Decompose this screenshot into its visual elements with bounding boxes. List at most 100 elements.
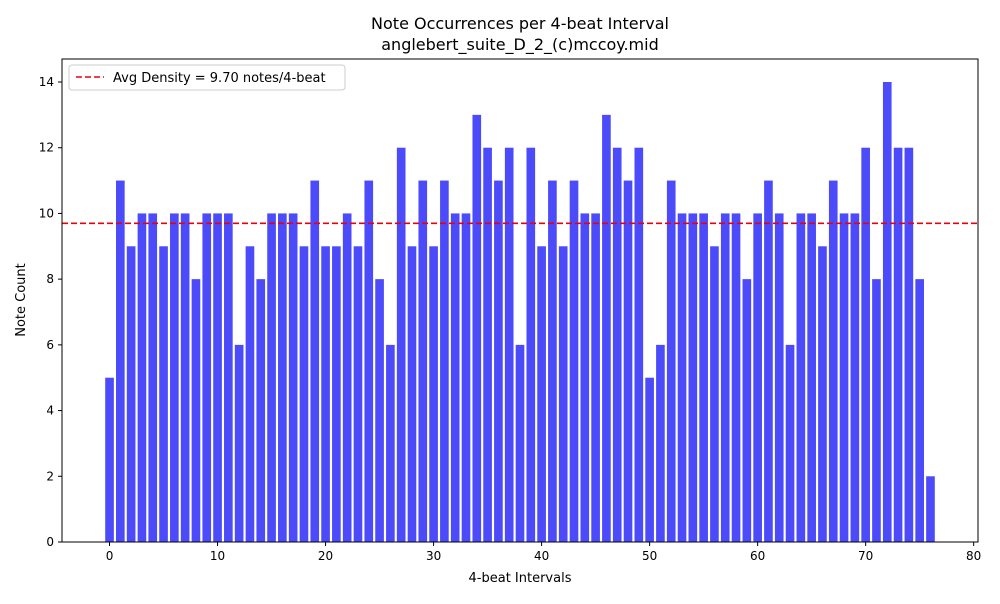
chart-title-line2: anglebert_suite_D_2_(c)mccoy.mid — [381, 35, 659, 55]
bar — [148, 213, 158, 542]
bar — [418, 180, 428, 542]
y-tick-label: 0 — [46, 535, 54, 549]
bar — [396, 147, 406, 542]
legend-box — [68, 64, 346, 91]
bar — [623, 180, 633, 542]
bar — [137, 213, 147, 542]
x-tick-label: 20 — [318, 549, 333, 563]
bar — [386, 344, 395, 542]
y-tick-label: 12 — [39, 141, 54, 155]
bar — [602, 114, 611, 543]
bar — [753, 213, 762, 542]
y-axis-label: Note Count — [14, 263, 29, 337]
bar — [666, 180, 676, 542]
bar — [407, 246, 417, 543]
bar — [450, 213, 460, 542]
bar — [818, 246, 827, 543]
bar — [764, 180, 773, 542]
bar — [548, 180, 557, 542]
bar — [677, 213, 687, 542]
x-tick-label: 50 — [642, 549, 657, 563]
y-ticks-group: 0 2 4 6 8 10 12 14 — [39, 75, 62, 549]
bar — [720, 213, 730, 542]
bar — [872, 279, 881, 542]
bar — [180, 213, 190, 542]
bar — [461, 213, 471, 542]
y-tick-label: 8 — [46, 272, 54, 286]
bar — [645, 377, 654, 542]
bar — [861, 147, 870, 542]
bar — [882, 82, 892, 542]
legend-label: Avg Density = 9.70 notes/4-beat — [113, 71, 326, 86]
bar — [569, 180, 579, 542]
legend: Avg Density = 9.70 notes/4-beat — [68, 64, 346, 91]
bar — [656, 344, 665, 542]
bar — [364, 180, 374, 542]
bar — [170, 213, 179, 542]
bar — [288, 213, 298, 542]
bar — [191, 279, 201, 542]
bar — [440, 180, 449, 542]
bar — [126, 246, 136, 543]
bar — [828, 180, 838, 542]
x-tick-label: 80 — [966, 549, 981, 563]
bar — [213, 213, 222, 542]
bar — [267, 213, 276, 542]
bar — [504, 147, 514, 542]
bar — [245, 246, 255, 543]
bar — [483, 147, 492, 542]
bar — [558, 246, 568, 543]
bar — [299, 246, 309, 543]
bar — [116, 180, 125, 542]
bar — [472, 114, 482, 543]
bar — [375, 279, 384, 542]
bar — [202, 213, 212, 542]
y-tick-label: 4 — [46, 404, 54, 418]
bar — [904, 147, 914, 542]
bar — [774, 213, 784, 542]
bar — [742, 279, 752, 542]
bar — [850, 213, 860, 542]
bar — [105, 377, 114, 542]
plot-frame — [61, 58, 979, 543]
bar — [591, 213, 600, 542]
y-tick-label: 6 — [46, 338, 54, 352]
bar — [526, 147, 536, 542]
bars-group — [105, 82, 935, 543]
y-tick-label: 2 — [46, 469, 54, 483]
bar — [321, 246, 330, 543]
bar — [310, 180, 320, 542]
bar — [612, 147, 622, 542]
x-ticks-group: 0 10 20 30 40 50 60 70 80 — [106, 542, 981, 563]
bar — [580, 213, 590, 542]
x-tick-label: 30 — [426, 549, 441, 563]
y-tick-label: 10 — [39, 206, 54, 220]
bar — [429, 246, 438, 543]
bar — [634, 147, 644, 542]
x-tick-label: 0 — [106, 549, 114, 563]
bar — [839, 213, 849, 542]
x-tick-label: 10 — [210, 549, 225, 563]
bar — [731, 213, 741, 542]
bar — [278, 213, 287, 542]
bar — [915, 279, 924, 542]
chart-title-line1: Note Occurrences per 4-beat Interval — [371, 14, 669, 33]
y-tick-label: 14 — [39, 75, 54, 89]
bar — [256, 279, 266, 542]
bar — [234, 344, 244, 542]
x-tick-label: 60 — [750, 549, 765, 563]
x-axis-label: 4-beat Intervals — [469, 571, 572, 586]
bar — [224, 213, 233, 542]
bar — [494, 180, 503, 542]
bar — [353, 246, 363, 543]
bar — [699, 213, 708, 542]
bar — [893, 147, 903, 542]
x-tick-label: 40 — [534, 549, 549, 563]
bar — [537, 246, 546, 543]
bar — [785, 344, 795, 542]
bar — [807, 213, 816, 542]
bar — [342, 213, 352, 542]
x-tick-label: 70 — [858, 549, 873, 563]
